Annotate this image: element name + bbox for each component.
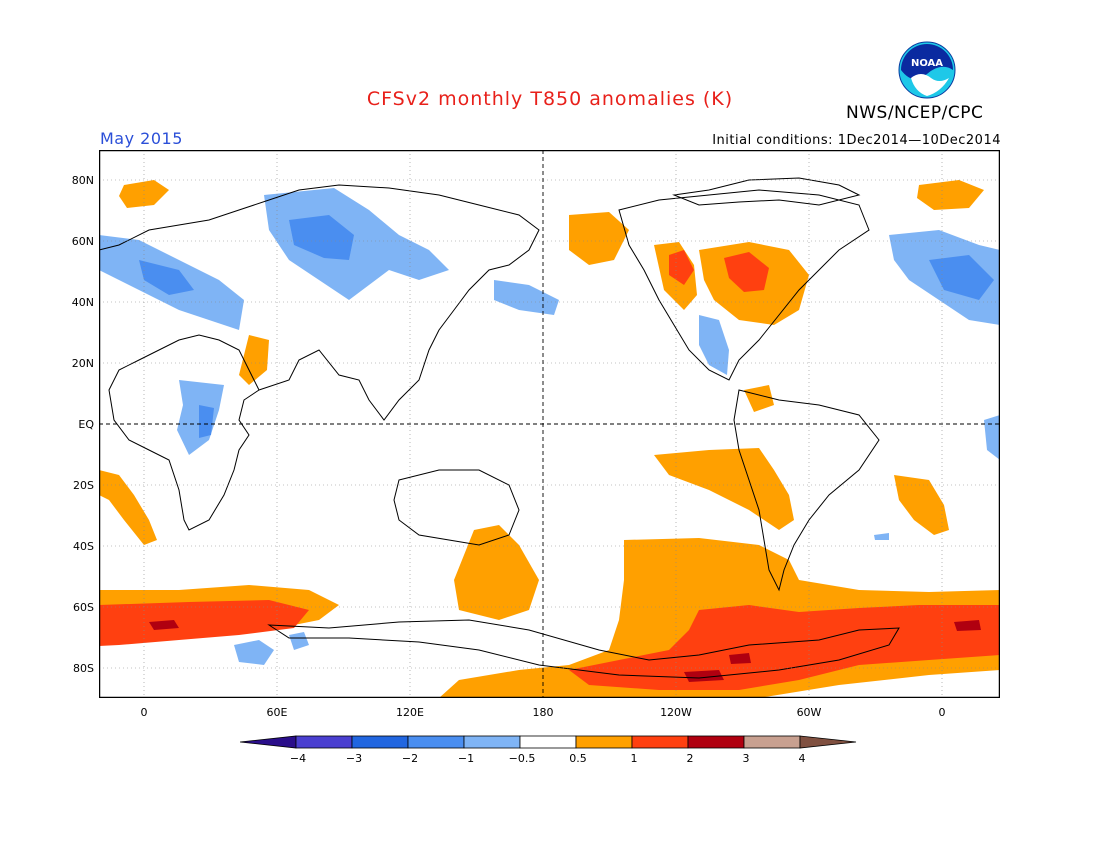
lon-label: 120E	[396, 706, 424, 719]
colorbar-swatch	[407, 735, 465, 749]
map-title: CFSv2 monthly T850 anomalies (K)	[366, 88, 734, 110]
lon-label: 0	[938, 706, 946, 719]
colorbar-label: 4	[798, 752, 806, 765]
colorbar-label: −4	[289, 752, 307, 765]
colorbar-label: −1	[457, 752, 475, 765]
lat-label: 60N	[71, 235, 94, 248]
warm-anomaly-cores	[99, 250, 1000, 690]
colorbar-swatch	[519, 735, 577, 749]
forecast-period: May 2015	[100, 129, 183, 148]
lon-label: 60E	[266, 706, 288, 719]
colorbar-swatch	[743, 735, 801, 749]
colorbar-swatch	[463, 735, 521, 749]
anomaly-map	[99, 150, 1000, 698]
agency-label: NWS/NCEP/CPC	[846, 103, 984, 123]
lat-label: 20N	[71, 357, 94, 370]
colorbar-swatch	[351, 735, 409, 749]
lat-label: EQ	[78, 418, 94, 431]
colorbar-swatch	[631, 735, 689, 749]
colorbar-label: 1	[630, 752, 638, 765]
colorbar-label: −3	[345, 752, 363, 765]
noaa-logo-text: NOAA	[911, 58, 943, 69]
lat-label: 40N	[71, 296, 94, 309]
colorbar-label: −2	[401, 752, 419, 765]
colorbar-label: 3	[742, 752, 750, 765]
lon-label: 0	[140, 706, 148, 719]
map-border	[99, 150, 1000, 698]
colorbar-label: −0.5	[508, 752, 536, 765]
warm-anomaly-peaks	[149, 620, 981, 682]
cold-anomaly-cores	[139, 215, 994, 438]
colorbar-label: 0.5	[569, 752, 587, 765]
colorbar-label: 2	[686, 752, 694, 765]
noaa-logo: NOAA	[898, 41, 956, 99]
colorbar-swatch	[687, 735, 745, 749]
lat-label: 40S	[73, 540, 94, 553]
colorbar-swatch	[240, 735, 297, 749]
lat-label: 20S	[73, 479, 94, 492]
colorbar-swatch	[575, 735, 633, 749]
lon-label: 60W	[796, 706, 822, 719]
colorbar-swatch	[295, 735, 353, 749]
lat-label: 80N	[71, 174, 94, 187]
lon-label: 120W	[660, 706, 692, 719]
lat-label: 60S	[73, 601, 94, 614]
colorbar	[240, 735, 857, 749]
coastlines	[99, 177, 900, 679]
graticule	[99, 150, 1000, 698]
lat-label: 80S	[73, 662, 94, 675]
colorbar-swatch	[799, 735, 857, 749]
initial-conditions: Initial conditions: 1Dec2014—10Dec2014	[712, 133, 1001, 148]
lon-label: 180	[532, 706, 554, 719]
